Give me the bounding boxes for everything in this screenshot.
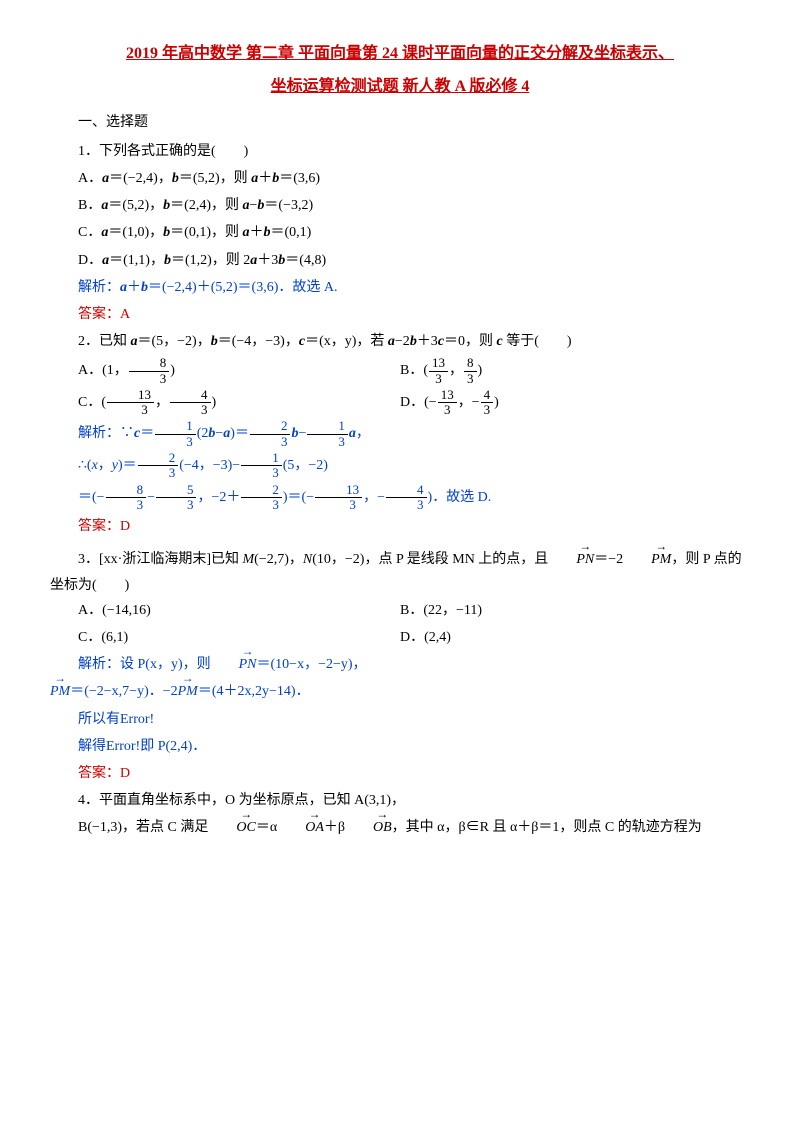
q3-explain-4: 解得Error!即 P(2,4)． bbox=[50, 734, 750, 759]
q1-opt-d: D．a＝(1,1)，b＝(1,2)，则 2a＋3b＝(4,8) bbox=[50, 248, 750, 273]
q4-stem-1: 4．平面直角坐标系中，O 为坐标原点，已知 A(3,1)， bbox=[50, 788, 750, 813]
q3-opts-cd: C．(6,1) D．(2,4) bbox=[50, 625, 750, 650]
q3-answer: 答案：D bbox=[50, 761, 750, 786]
q2-explain-1: 解析：∵c＝13(2b−a)＝23b−13a， bbox=[50, 419, 750, 449]
q3-opts-ab: A．(−14,16) B．(22，−11) bbox=[50, 598, 750, 623]
q4-stem-2: B(−1,3)，若点 C 满足OC＝αOA＋βOB，其中 α，β∈R 且 α＋β… bbox=[50, 815, 750, 840]
q1-stem: 1．下列各式正确的是( ) bbox=[50, 139, 750, 164]
title-line-1: 2019 年高中数学 第二章 平面向量第 24 课时平面向量的正交分解及坐标表示… bbox=[50, 40, 750, 69]
q2-explain-3: ＝(−83−53，−2＋23)＝(−133，−43)．故选 D. bbox=[50, 483, 750, 513]
q3-explain-2: PM＝(−2−x,7−y)．−2PM＝(4＋2x,2y−14)． bbox=[50, 679, 750, 704]
q3-stem: 3．[xx·浙江临海期末]已知 M(−2,7)，N(10，−2)，点 P 是线段… bbox=[50, 547, 750, 597]
q1-explain: 解析：a＋b＝(−2,4)＋(5,2)＝(3,6)．故选 A. bbox=[50, 275, 750, 300]
q1-opt-a: A．a＝(−2,4)，b＝(5,2)，则 a＋b＝(3,6) bbox=[50, 166, 750, 191]
q3-explain-1: 解析：设 P(x，y)，则PN＝(10−x，−2−y)， bbox=[50, 652, 750, 677]
title-line-2: 坐标运算检测试题 新人教 A 版必修 4 bbox=[50, 73, 750, 102]
q3-explain-3: 所以有Error! bbox=[50, 707, 750, 732]
q1-opt-b: B．a＝(5,2)，b＝(2,4)，则 a−b＝(−3,2) bbox=[50, 193, 750, 218]
q2-opts-ab: A．(1，83) B．(133，83) bbox=[50, 356, 750, 386]
q2-explain-2: ∴(x，y)＝23(−4，−3)−13(5，−2) bbox=[50, 451, 750, 481]
section-1-heading: 一、选择题 bbox=[50, 110, 750, 135]
q2-stem: 2．已知 a＝(5，−2)，b＝(−4，−3)，c＝(x，y)，若 a−2b＋3… bbox=[50, 329, 750, 354]
q1-answer: 答案：A bbox=[50, 302, 750, 327]
q2-opts-cd: C．(133，43) D．(−133，−43) bbox=[50, 388, 750, 418]
q1-opt-c: C．a＝(1,0)，b＝(0,1)，则 a＋b＝(0,1) bbox=[50, 220, 750, 245]
